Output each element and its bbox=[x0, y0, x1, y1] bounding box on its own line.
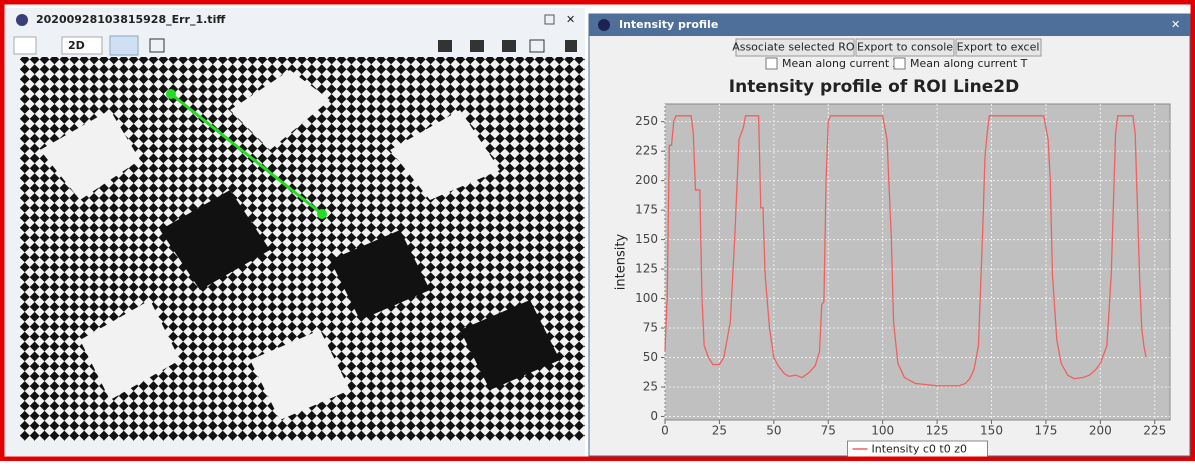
image-shapes bbox=[40, 70, 560, 420]
profile-titlebar bbox=[589, 14, 1190, 36]
checkbox[interactable] bbox=[765, 57, 778, 70]
x-tick-label: 75 bbox=[821, 424, 836, 438]
close-button[interactable]: ✕ bbox=[566, 13, 575, 26]
y-tick-label: 250 bbox=[635, 114, 658, 128]
checkbox-label: Mean along current T bbox=[910, 57, 1028, 70]
view-mode-select[interactable] bbox=[61, 36, 103, 55]
snapshot-button[interactable] bbox=[438, 40, 452, 52]
sync-button[interactable] bbox=[109, 35, 139, 56]
button-label: Export to excel bbox=[957, 41, 1040, 54]
chart: 0 25 50 75 100 125 150 175 200 225 250 0 25 50 75 100 12… bbox=[635, 103, 1171, 458]
roi-line[interactable] bbox=[170, 92, 323, 216]
y-tick-label: 150 bbox=[635, 232, 658, 246]
y-tick-label: 0 bbox=[650, 409, 658, 423]
profile-title: Intensity profile bbox=[619, 18, 718, 31]
y-tick-label: 225 bbox=[635, 144, 658, 158]
y-tick-label: 175 bbox=[635, 203, 658, 217]
plot-area bbox=[664, 103, 1171, 421]
x-tick-label: 150 bbox=[980, 424, 1003, 438]
legend-label: Intensity c0 t0 z0 bbox=[872, 443, 968, 456]
x-tick-label: 25 bbox=[712, 424, 727, 438]
app-icon bbox=[16, 14, 28, 26]
roi-handle[interactable] bbox=[317, 209, 327, 219]
view-mode: 2D bbox=[68, 39, 85, 52]
button-label: Associate selected ROI bbox=[732, 41, 858, 54]
fit-button[interactable] bbox=[149, 38, 165, 53]
maximize-button[interactable] bbox=[544, 14, 555, 25]
y-tick-label: 75 bbox=[643, 321, 658, 335]
x-tick-label: 50 bbox=[766, 424, 781, 438]
button-label: Export to console bbox=[857, 41, 953, 54]
viewer-title: 20200928103815928_Err_1.tiff bbox=[36, 13, 225, 26]
y-tick-label: 50 bbox=[643, 350, 658, 364]
y-axis-label: intensity bbox=[614, 234, 629, 291]
checkbox[interactable] bbox=[893, 57, 906, 70]
snapshot2-button[interactable] bbox=[470, 40, 484, 52]
button[interactable] bbox=[735, 38, 855, 57]
y-tick-label: 125 bbox=[635, 262, 658, 276]
lock-button[interactable] bbox=[13, 36, 37, 55]
duplicate-button[interactable] bbox=[502, 40, 516, 52]
y-tick-label: 200 bbox=[635, 173, 658, 187]
x-tick-label: 175 bbox=[1034, 424, 1057, 438]
chart-title: Intensity profile of ROI Line2D bbox=[729, 77, 1019, 97]
button[interactable] bbox=[955, 38, 1042, 57]
layers-button[interactable] bbox=[565, 40, 577, 52]
x-tick-label: 200 bbox=[1089, 424, 1112, 438]
x-tick-label: 0 bbox=[661, 424, 669, 438]
checkbox-label: Mean along current Z bbox=[782, 57, 901, 70]
y-tick-label: 100 bbox=[635, 291, 658, 305]
app-icon bbox=[598, 19, 610, 31]
status-bar bbox=[5, 441, 585, 456]
x-tick-label: 125 bbox=[926, 424, 949, 438]
detach-button[interactable] bbox=[529, 39, 545, 53]
close-button[interactable]: ✕ bbox=[1171, 18, 1180, 31]
y-tick-label: 25 bbox=[643, 379, 658, 393]
roi-handle[interactable] bbox=[166, 89, 176, 99]
line bbox=[664, 115, 1147, 387]
x-tick-label: 100 bbox=[871, 424, 894, 438]
button[interactable] bbox=[855, 38, 955, 57]
x-tick-label: 225 bbox=[1143, 424, 1166, 438]
